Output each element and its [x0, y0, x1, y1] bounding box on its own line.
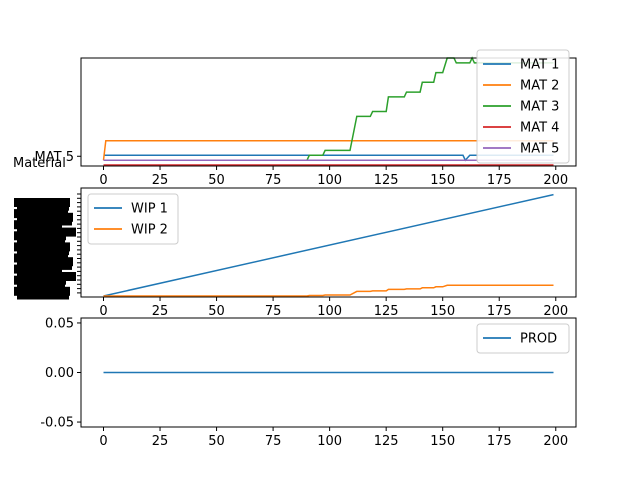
legend-label: MAT 4 [520, 121, 559, 136]
x-tick-label: 75 [265, 434, 282, 449]
x-tick-label: 200 [543, 173, 568, 188]
series-line-mat-3 [103, 56, 554, 161]
x-tick-label: 50 [208, 434, 225, 449]
x-tick-label: 175 [487, 173, 512, 188]
legend-box [476, 49, 570, 164]
x-tick-label: 75 [265, 173, 282, 188]
x-tick-label: 25 [152, 434, 169, 449]
legend-label: MAT 2 [520, 79, 559, 94]
x-tick-label: 75 [265, 304, 282, 319]
legend-box [476, 323, 570, 354]
x-tick-label: 150 [430, 434, 455, 449]
x-tick-label: 100 [317, 173, 342, 188]
x-tick-label: 125 [374, 304, 399, 319]
legend: MAT 1 MAT 2 MAT 3 MAT 4 MAT 5 [476, 49, 570, 164]
x-tick-label: 175 [487, 434, 512, 449]
x-tick-label: 50 [208, 173, 225, 188]
series-line-mat-2 [102, 139, 554, 161]
x-tick-label: 0 [99, 304, 107, 319]
axes-frame [80, 57, 577, 167]
x-tick-label: 200 [543, 304, 568, 319]
y-tick-label: MAT 5 [35, 150, 74, 165]
x-tick-label: 200 [543, 434, 568, 449]
x-tick-label: 100 [317, 304, 342, 319]
legend-label: MAT 1 [520, 58, 559, 73]
legend-label: PROD [520, 332, 557, 347]
y-tick-label-cluster [14, 193, 81, 300]
legend-label: WIP 1 [131, 202, 168, 217]
x-tick-label: 0 [99, 434, 107, 449]
x-tick-label: 25 [152, 173, 169, 188]
axes-frame [80, 187, 577, 298]
x-tick-label: 125 [374, 173, 399, 188]
chart-panel-2: 0 25 50 75 100 125 150 175 200 WIP 1 WIP 2 [14, 187, 577, 319]
legend-label: MAT 5 [520, 142, 559, 157]
y-tick-label: 0.05 [45, 316, 74, 331]
x-tick-label: 175 [487, 304, 512, 319]
x-tick-label: 150 [430, 173, 455, 188]
series-line-wip-1 [103, 193, 554, 297]
x-tick-label: 150 [430, 304, 455, 319]
legend-box [87, 193, 179, 245]
legend: WIP 1 WIP 2 [87, 193, 179, 245]
y-tick-label-glyphs [17, 290, 69, 300]
x-tick-label: 25 [152, 304, 169, 319]
y-tick-label: -0.05 [40, 416, 74, 431]
legend: PROD [476, 323, 570, 354]
x-tick-label: 0 [99, 173, 107, 188]
x-tick-label: 50 [208, 304, 225, 319]
y-axis-label: Material [13, 156, 66, 171]
x-tick-label: 100 [317, 434, 342, 449]
legend-label: MAT 3 [520, 100, 559, 115]
y-tick-label: 0.00 [45, 366, 74, 381]
chart-panel-3: 0 25 50 75 100 125 150 175 200 0.05 0.00 -0.05 PROD [40, 316, 577, 449]
legend-label: WIP 2 [131, 223, 168, 238]
x-tick-label: 125 [374, 434, 399, 449]
series-line-wip-2 [103, 284, 554, 297]
